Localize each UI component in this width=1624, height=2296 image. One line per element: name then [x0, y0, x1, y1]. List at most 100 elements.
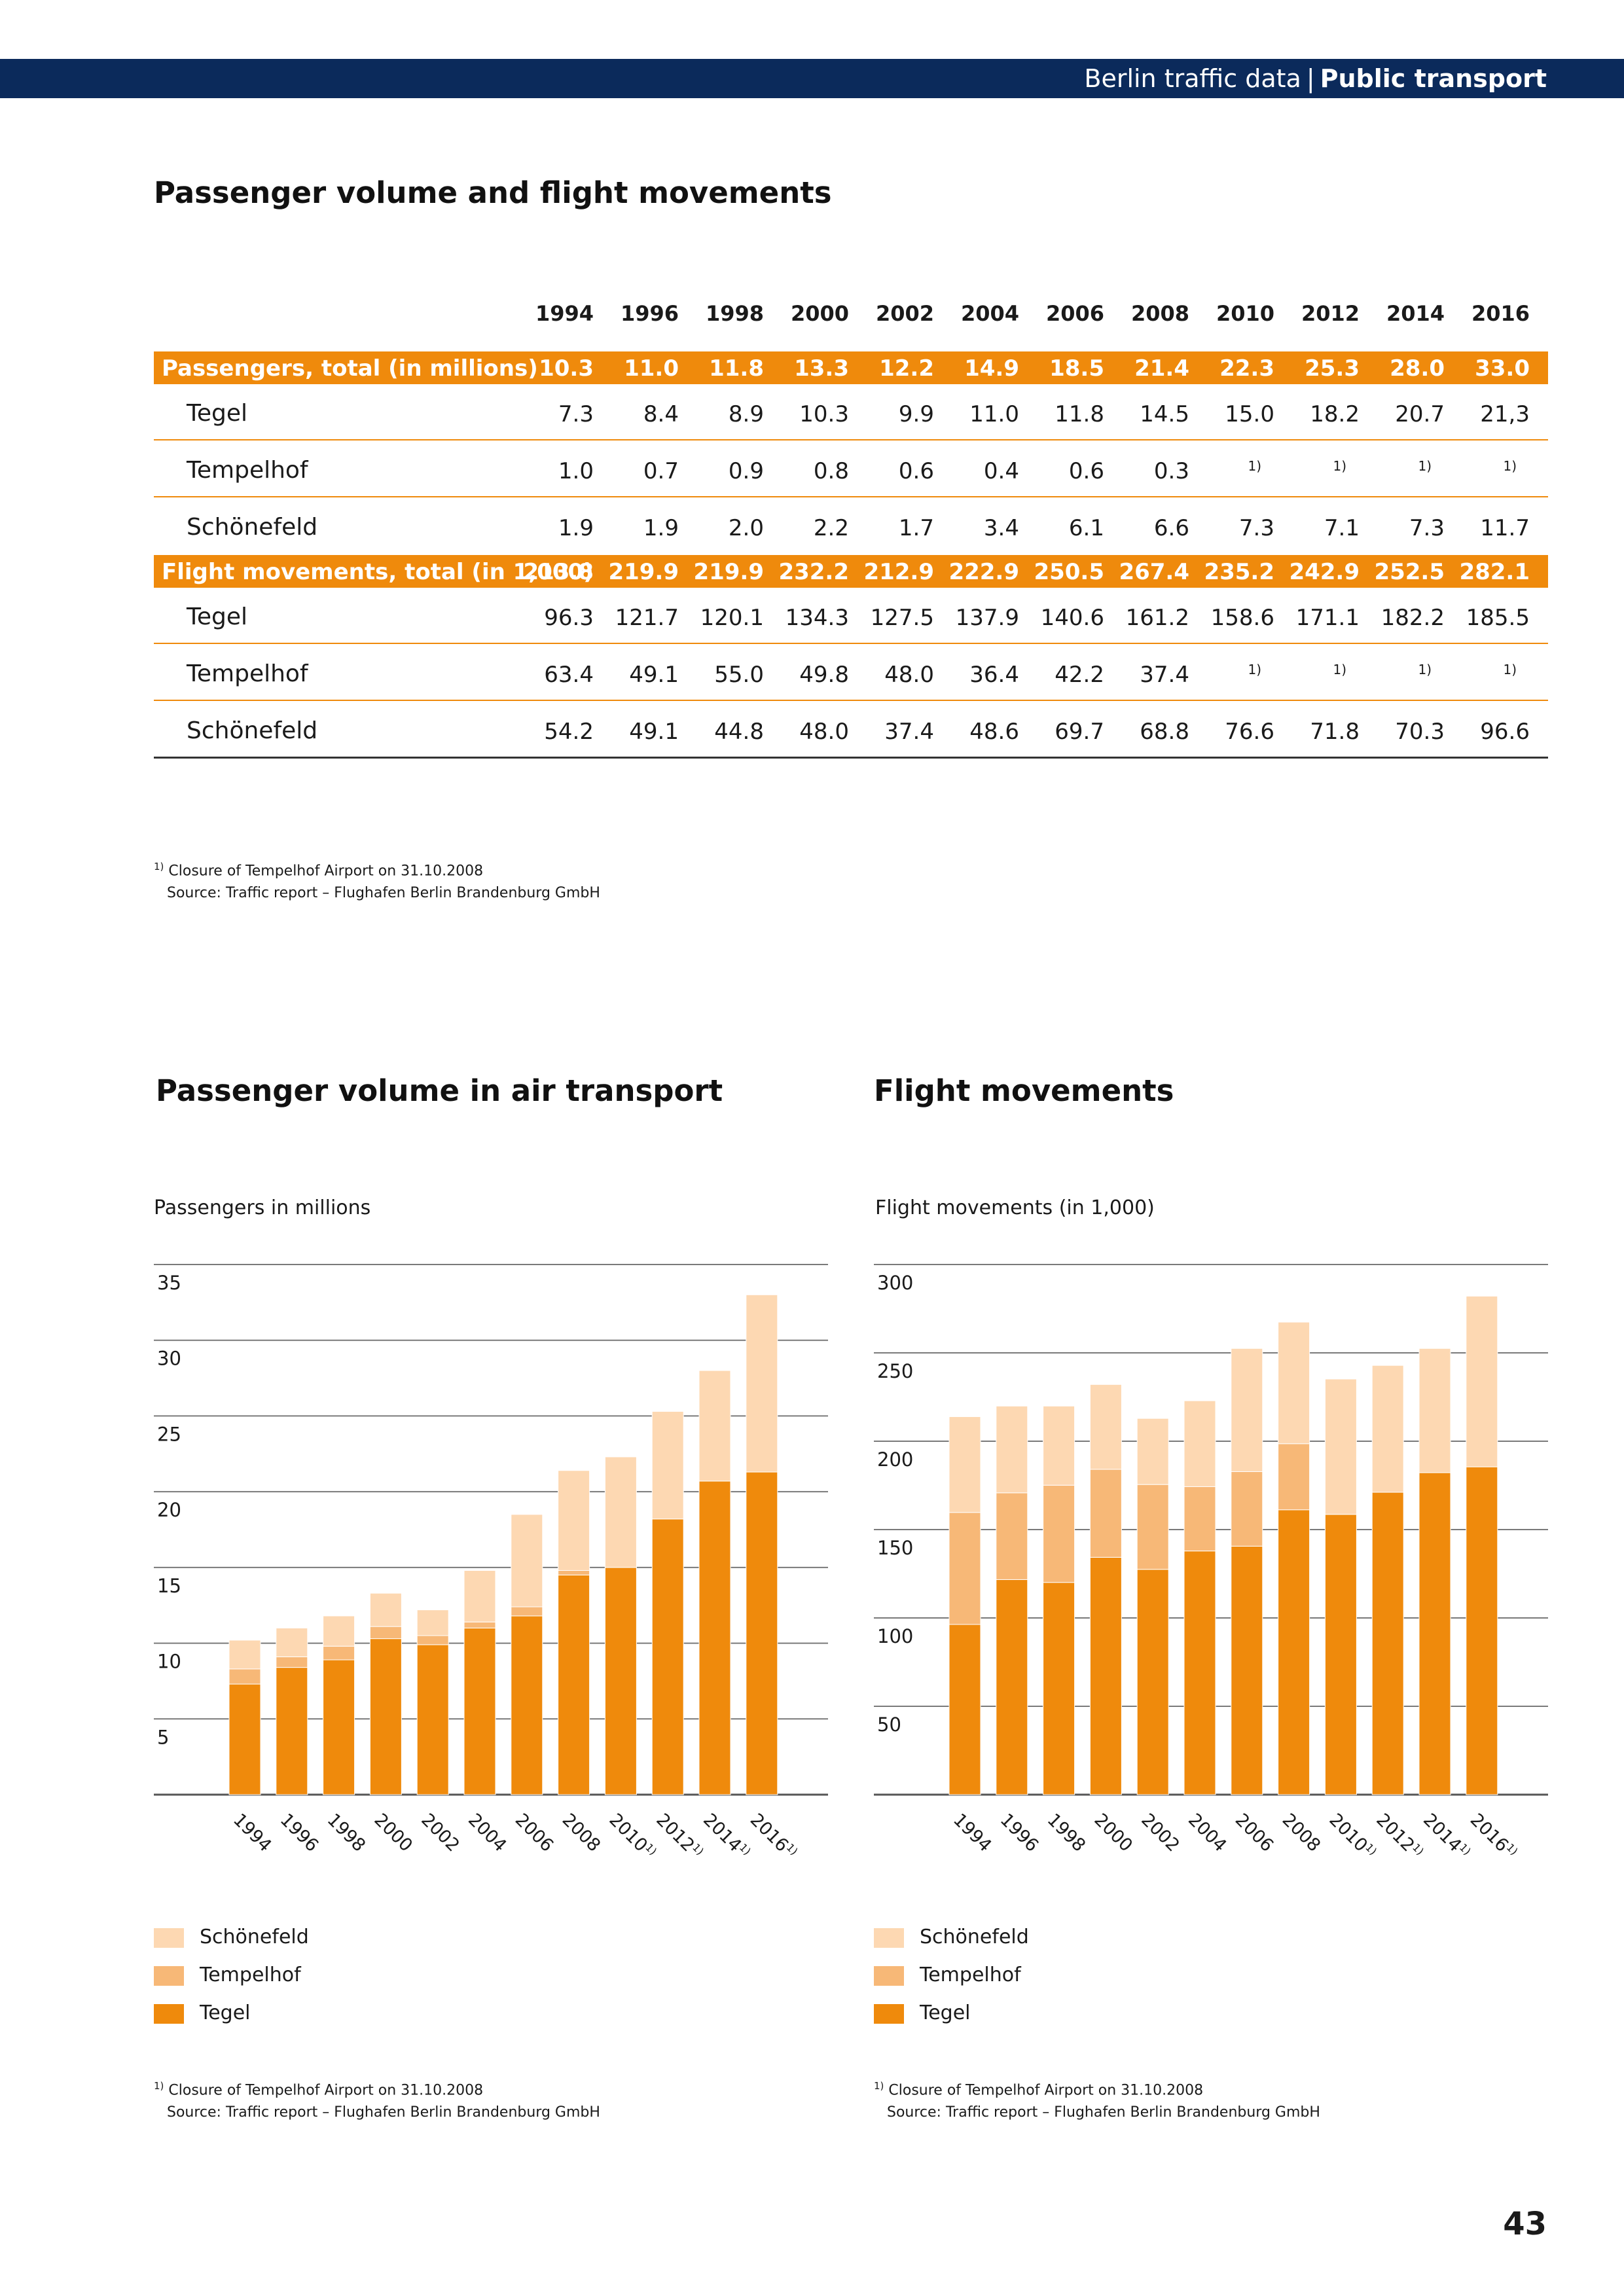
bar-segment-tegel	[323, 1659, 355, 1795]
x-tick-footnote-mark: 1)	[737, 1841, 753, 1857]
bar-segment-tegel	[604, 1567, 637, 1795]
bar-segment-tegel	[1089, 1556, 1122, 1795]
table-cell: 49.8	[799, 662, 849, 688]
x-tick-footnote-mark: 1)	[1457, 1841, 1473, 1857]
x-tick-label: 2006	[511, 1810, 558, 1856]
y-tick-label: 300	[877, 1272, 913, 1294]
table-cell: 48.0	[799, 719, 849, 745]
bar-segment-tempelhof	[511, 1606, 543, 1617]
table-source: Source: Traffic report – Flughafen Berli…	[167, 885, 600, 902]
table-cell: 7.3	[558, 401, 594, 427]
x-tick-label: 1996	[996, 1810, 1043, 1856]
header-section: Berlin traffic data	[1084, 64, 1301, 93]
row-divider	[154, 439, 1548, 440]
table-footnote-mark: 1)	[154, 861, 164, 872]
bar-segment-tempelhof	[276, 1656, 308, 1668]
footnote-marker: 1)	[1503, 662, 1517, 677]
bar-segment-tempelhof	[948, 1512, 981, 1625]
x-tick-footnote-mark: 1)	[1363, 1841, 1379, 1857]
legend-swatch	[874, 2004, 904, 2024]
y-tick-label: 50	[877, 1713, 901, 1736]
table-cell: 48.6	[969, 719, 1019, 745]
bar-segment-tempelhof	[1183, 1486, 1216, 1552]
bar-segment-schönefeld	[746, 1294, 778, 1473]
y-tick-label: 15	[157, 1575, 181, 1597]
bar-segment-tegel	[1371, 1492, 1404, 1795]
bar-segment-tegel	[558, 1574, 590, 1795]
header-text: Berlin traffic data | Public transport	[1084, 63, 1547, 94]
bar-segment-tempelhof	[1136, 1484, 1169, 1570]
total-row: Passengers, total (in millions) 10.3 11.0 1…	[154, 351, 1548, 384]
table-cell: 49.1	[629, 719, 679, 745]
bar-segment-schönefeld	[228, 1640, 261, 1670]
total-cell: 212.9	[863, 559, 934, 585]
x-tick-label: 1998	[323, 1810, 370, 1856]
y-tick-label: 10	[157, 1651, 181, 1673]
chart2-legend: Schönefeld Tempelhof Tegel	[874, 1924, 1201, 2042]
legend-swatch	[874, 1966, 904, 1986]
y-tick-label: 20	[157, 1499, 181, 1521]
chart1-legend: Schönefeld Tempelhof Tegel	[154, 1924, 481, 2042]
total-cell: 14.9	[964, 355, 1019, 382]
table-cell: 21,3	[1480, 401, 1530, 427]
x-tick-label: 20121)	[652, 1809, 706, 1863]
bar-segment-tegel	[1418, 1472, 1451, 1795]
chart1-ylabel: Passengers in millions	[154, 1196, 371, 1219]
legend-swatch	[154, 1928, 184, 1948]
year-header: 2010	[1216, 301, 1274, 326]
bar-segment-schönefeld	[416, 1609, 449, 1636]
bar-segment-tegel	[1043, 1582, 1075, 1795]
table-cell: 1.9	[643, 515, 679, 541]
x-tick-label: 1994	[949, 1810, 996, 1856]
table-cell: 0.7	[643, 458, 679, 484]
table-row: Tempelhof 1.0 0.7 0.9 0.8 0.6 0.4 0.6 0.3 1) 1) 1) 1…	[154, 441, 1548, 498]
bar-segment-tempelhof	[996, 1492, 1028, 1580]
table-cell: 185.5	[1466, 605, 1530, 631]
header-separator: |	[1306, 64, 1315, 93]
total-cell: 10.3	[539, 355, 594, 382]
year-header: 2016	[1471, 301, 1530, 326]
row-label: Tempelhof	[187, 660, 308, 687]
table-cell: 76.6	[1225, 719, 1274, 745]
table-row: Schönefeld 54.2 49.1 44.8 48.0 37.4 48.6 69.7 68…	[154, 702, 1548, 759]
bar-segment-tempelhof	[416, 1635, 449, 1645]
table-row: Tegel 96.3 121.7 120.1 134.3 127.5 137.9 140.6 1…	[154, 588, 1548, 645]
total-cell: 13.3	[794, 355, 849, 382]
row-label: Tempelhof	[187, 457, 308, 484]
table-cell: 120.1	[700, 605, 764, 631]
total-row-label: Passengers, total (in millions)	[162, 355, 538, 382]
bar-segment-tegel	[996, 1579, 1028, 1795]
table-row: Tegel 7.3 8.4 8.9 10.3 9.9 11.0 11.8 14.5 15.0 18.…	[154, 384, 1548, 441]
row-divider	[154, 496, 1548, 497]
x-tick-footnote-mark: 1)	[643, 1841, 659, 1857]
total-row-label: Flight movements, total (in 1,000)	[162, 559, 594, 585]
data-table: 1994 1996 1998 2000 2002 2004 2006 2008 2010 2012…	[154, 288, 1548, 785]
table-footnote-text: Closure of Tempelhof Airport on 31.10.20…	[168, 863, 484, 880]
table-row: Schönefeld 1.9 1.9 2.0 2.2 1.7 3.4 6.1 6.6 7.3 7.1…	[154, 498, 1548, 555]
total-cell: 22.3	[1219, 355, 1274, 382]
table-cell: 2.2	[813, 515, 849, 541]
x-tick-label: 2008	[1278, 1810, 1325, 1856]
table-cell: 7.1	[1324, 515, 1360, 541]
x-tick-label: 20161)	[1466, 1809, 1521, 1863]
bar-segment-schönefeld	[463, 1570, 496, 1623]
table-cell: 37.4	[884, 719, 934, 745]
legend-label: Tegel	[920, 2001, 971, 2024]
year-header: 2002	[875, 301, 934, 326]
footnote-marker: 1)	[1503, 458, 1517, 474]
x-tick-footnote-mark: 1)	[784, 1841, 801, 1857]
footnote-marker: 1)	[1248, 662, 1261, 677]
bar-segment-tempelhof	[1278, 1443, 1310, 1511]
bar-segment-tegel	[1231, 1545, 1263, 1795]
table-cell: 171.1	[1295, 605, 1360, 631]
table-cell: 7.3	[1238, 515, 1274, 541]
table-cell: 182.2	[1380, 605, 1445, 631]
table-cell: 121.7	[615, 605, 679, 631]
x-tick-label: 20141)	[699, 1809, 753, 1863]
bar-segment-schönefeld	[558, 1470, 590, 1571]
x-tick-footnote-mark: 1)	[1410, 1841, 1426, 1857]
legend-label: Schönefeld	[200, 1926, 309, 1948]
chart1-source: Source: Traffic report – Flughafen Berli…	[167, 2104, 600, 2121]
